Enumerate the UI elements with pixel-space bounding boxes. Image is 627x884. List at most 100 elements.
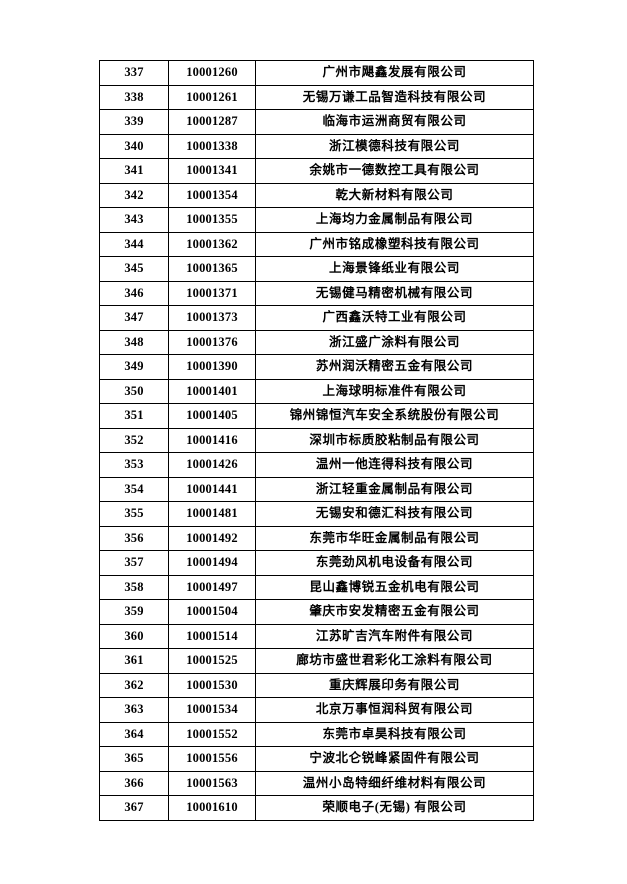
cell-company-name: 上海均力金属制品有限公司 (255, 207, 534, 233)
table-row: 363 10001534 北京万事恒润科贸有限公司 (99, 697, 534, 723)
cell-code: 10001355 (168, 207, 256, 233)
cell-code: 10001497 (168, 574, 256, 600)
cell-index: 364 (99, 721, 169, 747)
table-row: 350 10001401 上海球明标准件有限公司 (99, 378, 534, 404)
cell-company-name: 浙江盛广涂料有限公司 (255, 329, 534, 355)
table-row: 342 10001354 乾大新材料有限公司 (99, 182, 534, 208)
table-row: 345 10001365 上海景锋纸业有限公司 (99, 256, 534, 282)
cell-index: 354 (99, 476, 169, 502)
table-row: 338 10001261 无锡万谦工品智造科技有限公司 (99, 84, 534, 110)
cell-code: 10001371 (168, 280, 256, 306)
cell-code: 10001525 (168, 648, 256, 674)
cell-company-name: 温州一他连得科技有限公司 (255, 452, 534, 478)
cell-index: 345 (99, 256, 169, 282)
cell-index: 341 (99, 158, 169, 184)
cell-index: 357 (99, 550, 169, 576)
cell-code: 10001341 (168, 158, 256, 184)
cell-company-name: 无锡健马精密机械有限公司 (255, 280, 534, 306)
cell-company-name: 上海景锋纸业有限公司 (255, 256, 534, 282)
cell-company-name: 上海球明标准件有限公司 (255, 378, 534, 404)
cell-company-name: 肇庆市安发精密五金有限公司 (255, 599, 534, 625)
table-row: 337 10001260 广州市飓鑫发展有限公司 (99, 60, 534, 86)
cell-code: 10001494 (168, 550, 256, 576)
cell-code: 10001563 (168, 770, 256, 796)
table-row: 361 10001525 廊坊市盛世君彩化工涂料有限公司 (99, 648, 534, 674)
cell-index: 346 (99, 280, 169, 306)
table-row: 359 10001504 肇庆市安发精密五金有限公司 (99, 599, 534, 625)
cell-index: 352 (99, 427, 169, 453)
table-row: 364 10001552 东莞市卓昊科技有限公司 (99, 721, 534, 747)
cell-company-name: 重庆辉展印务有限公司 (255, 672, 534, 698)
cell-index: 362 (99, 672, 169, 698)
cell-index: 337 (99, 60, 169, 86)
cell-index: 349 (99, 354, 169, 380)
cell-company-name: 无锡万谦工品智造科技有限公司 (255, 84, 534, 110)
table-row: 347 10001373 广西鑫沃特工业有限公司 (99, 305, 534, 331)
table-row: 365 10001556 宁波北仑锐峰紧固件有限公司 (99, 746, 534, 772)
table-row: 360 10001514 江苏旷吉汽车附件有限公司 (99, 623, 534, 649)
cell-company-name: 温州小岛特细纤维材料有限公司 (255, 770, 534, 796)
cell-code: 10001534 (168, 697, 256, 723)
cell-index: 355 (99, 501, 169, 527)
cell-index: 367 (99, 795, 169, 821)
cell-code: 10001373 (168, 305, 256, 331)
cell-code: 10001530 (168, 672, 256, 698)
cell-code: 10001441 (168, 476, 256, 502)
cell-code: 10001287 (168, 109, 256, 135)
cell-index: 360 (99, 623, 169, 649)
cell-code: 10001362 (168, 231, 256, 257)
table-row: 343 10001355 上海均力金属制品有限公司 (99, 207, 534, 233)
cell-company-name: 广西鑫沃特工业有限公司 (255, 305, 534, 331)
table-row: 339 10001287 临海市运洲商贸有限公司 (99, 109, 534, 135)
cell-index: 347 (99, 305, 169, 331)
cell-index: 339 (99, 109, 169, 135)
table-row: 358 10001497 昆山鑫博锐五金机电有限公司 (99, 574, 534, 600)
table-row: 356 10001492 东莞市华旺金属制品有限公司 (99, 525, 534, 551)
cell-index: 338 (99, 84, 169, 110)
cell-code: 10001416 (168, 427, 256, 453)
cell-index: 366 (99, 770, 169, 796)
cell-company-name: 苏州润沃精密五金有限公司 (255, 354, 534, 380)
cell-code: 10001376 (168, 329, 256, 355)
company-listing-table: 337 10001260 广州市飓鑫发展有限公司 338 10001261 无锡万谦工品智… (99, 60, 534, 821)
cell-code: 10001481 (168, 501, 256, 527)
cell-code: 10001610 (168, 795, 256, 821)
cell-code: 10001405 (168, 403, 256, 429)
cell-company-name: 乾大新材料有限公司 (255, 182, 534, 208)
cell-index: 356 (99, 525, 169, 551)
cell-company-name: 浙江轻重金属制品有限公司 (255, 476, 534, 502)
cell-code: 10001401 (168, 378, 256, 404)
cell-index: 358 (99, 574, 169, 600)
table-row: 367 10001610 荣顺电子(无锡) 有限公司 (99, 795, 534, 821)
cell-code: 10001556 (168, 746, 256, 772)
table-row: 362 10001530 重庆辉展印务有限公司 (99, 672, 534, 698)
cell-company-name: 东莞劲风机电设备有限公司 (255, 550, 534, 576)
cell-code: 10001354 (168, 182, 256, 208)
cell-company-name: 廊坊市盛世君彩化工涂料有限公司 (255, 648, 534, 674)
cell-code: 10001492 (168, 525, 256, 551)
table-row: 366 10001563 温州小岛特细纤维材料有限公司 (99, 770, 534, 796)
cell-code: 10001426 (168, 452, 256, 478)
cell-index: 340 (99, 133, 169, 159)
cell-code: 10001514 (168, 623, 256, 649)
cell-code: 10001365 (168, 256, 256, 282)
cell-index: 343 (99, 207, 169, 233)
table-body: 337 10001260 广州市飓鑫发展有限公司 338 10001261 无锡万谦工品智… (99, 60, 534, 821)
cell-code: 10001504 (168, 599, 256, 625)
cell-code: 10001552 (168, 721, 256, 747)
table-row: 346 10001371 无锡健马精密机械有限公司 (99, 280, 534, 306)
cell-index: 363 (99, 697, 169, 723)
cell-code: 10001338 (168, 133, 256, 159)
cell-index: 365 (99, 746, 169, 772)
listing-table-container: 337 10001260 广州市飓鑫发展有限公司 338 10001261 无锡万谦工品智… (99, 60, 534, 821)
cell-company-name: 锦州锦恒汽车安全系统股份有限公司 (255, 403, 534, 429)
cell-company-name: 无锡安和德汇科技有限公司 (255, 501, 534, 527)
cell-index: 361 (99, 648, 169, 674)
cell-code: 10001390 (168, 354, 256, 380)
table-row: 357 10001494 东莞劲风机电设备有限公司 (99, 550, 534, 576)
cell-index: 350 (99, 378, 169, 404)
table-row: 348 10001376 浙江盛广涂料有限公司 (99, 329, 534, 355)
table-row: 353 10001426 温州一他连得科技有限公司 (99, 452, 534, 478)
cell-index: 342 (99, 182, 169, 208)
